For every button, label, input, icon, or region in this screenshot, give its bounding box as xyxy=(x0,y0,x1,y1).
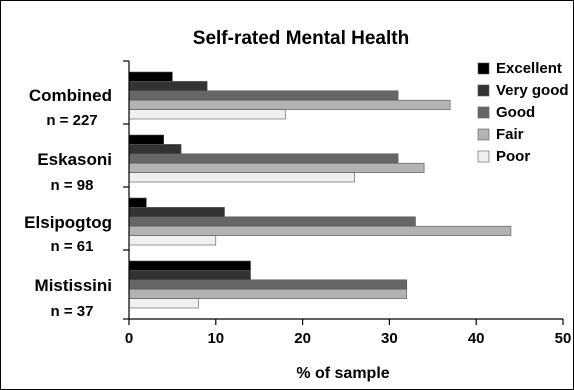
bar-elsipogtog-excellent xyxy=(128,197,147,208)
legend-label: Good xyxy=(496,104,535,121)
bar-eskasoni-fair xyxy=(128,162,425,173)
legend-swatch-excellent xyxy=(477,62,490,75)
bar-elsipogtog-poor xyxy=(128,235,217,246)
legend-label: Fair xyxy=(496,126,524,143)
category-label: Mistissini xyxy=(35,276,112,295)
x-tick-label: 10 xyxy=(207,330,224,347)
x-tick-label: 0 xyxy=(125,330,133,347)
bar-combined-poor xyxy=(128,109,286,120)
x-tick-label: 50 xyxy=(555,330,572,347)
category-label: Combined xyxy=(29,86,112,105)
bar-combined-fair xyxy=(128,99,451,110)
category-n-label: n = 61 xyxy=(51,238,94,255)
bar-eskasoni-very-good xyxy=(128,144,182,155)
category-n-label: n = 227 xyxy=(46,112,97,129)
x-tick-label: 20 xyxy=(294,330,311,347)
bar-mistissini-fair xyxy=(128,288,408,299)
chart-title: Self-rated Mental Health xyxy=(193,28,409,49)
bar-mistissini-good xyxy=(128,279,408,290)
bar-combined-very-good xyxy=(128,81,208,92)
legend-label: Excellent xyxy=(496,60,562,77)
x-tick-label: 30 xyxy=(381,330,398,347)
legend-swatch-fair xyxy=(477,128,490,141)
x-axis-label: % of sample xyxy=(296,365,389,382)
bar-combined-excellent xyxy=(128,71,173,82)
legend-swatch-poor xyxy=(477,150,490,163)
bar-mistissini-poor xyxy=(128,298,199,309)
category-label: Elsipogtog xyxy=(24,213,112,232)
legend-label: Poor xyxy=(496,148,530,165)
bar-eskasoni-good xyxy=(128,153,399,164)
legend-swatch-very-good xyxy=(477,84,490,97)
legend-swatch-good xyxy=(477,106,490,119)
bar-elsipogtog-very-good xyxy=(128,207,225,218)
category-n-label: n = 98 xyxy=(51,177,94,194)
bar-mistissini-very-good xyxy=(128,270,251,281)
bar-eskasoni-excellent xyxy=(128,134,165,145)
bar-mistissini-excellent xyxy=(128,260,251,271)
bar-eskasoni-poor xyxy=(128,172,355,183)
x-tick-label: 40 xyxy=(468,330,485,347)
legend-label: Very good xyxy=(496,82,569,99)
bar-combined-good xyxy=(128,90,399,101)
category-n-label: n = 37 xyxy=(51,303,94,320)
category-label: Eskasoni xyxy=(37,150,112,169)
bar-elsipogtog-good xyxy=(128,216,416,227)
bar-elsipogtog-fair xyxy=(128,225,512,236)
